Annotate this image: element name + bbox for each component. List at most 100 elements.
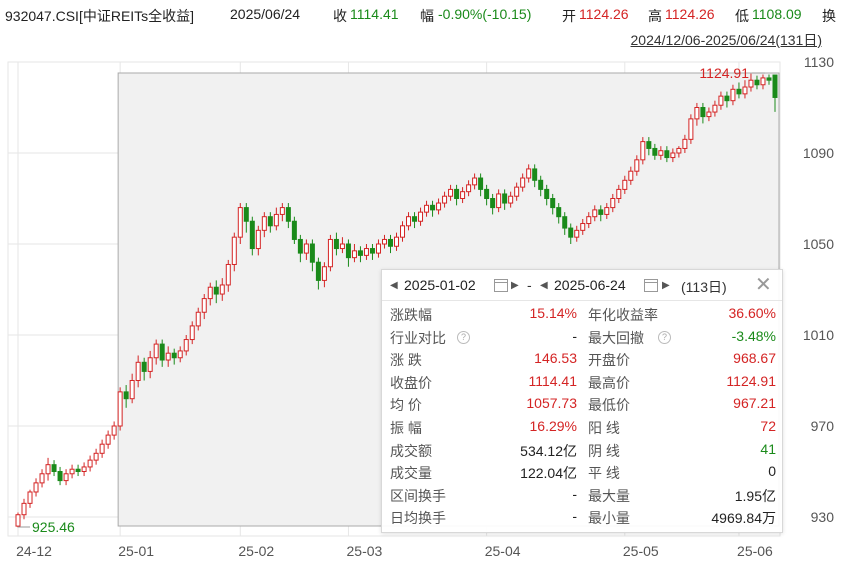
- candle[interactable]: [760, 74, 766, 90]
- candle[interactable]: [15, 512, 21, 528]
- candle[interactable]: [321, 262, 327, 288]
- start-date[interactable]: 2025-01-02: [404, 277, 476, 293]
- candle[interactable]: [171, 348, 177, 365]
- candle[interactable]: [165, 346, 171, 367]
- candle[interactable]: [303, 239, 309, 260]
- candle[interactable]: [676, 146, 682, 158]
- candle[interactable]: [472, 173, 478, 190]
- candle[interactable]: [772, 74, 778, 112]
- candle[interactable]: [544, 184, 550, 206]
- help-icon[interactable]: ?: [457, 330, 470, 344]
- candle[interactable]: [724, 91, 730, 108]
- candle[interactable]: [105, 430, 111, 449]
- candle[interactable]: [279, 203, 285, 222]
- candle[interactable]: [243, 203, 249, 233]
- candle[interactable]: [327, 234, 333, 272]
- candle[interactable]: [369, 244, 375, 260]
- candle[interactable]: [640, 137, 646, 165]
- candle[interactable]: [706, 107, 712, 122]
- candle[interactable]: [381, 234, 387, 249]
- candle[interactable]: [484, 184, 490, 206]
- candle[interactable]: [231, 232, 237, 272]
- candle[interactable]: [141, 357, 147, 381]
- range-label[interactable]: 2024/12/06-2025/06/24(131日): [630, 32, 822, 48]
- candle[interactable]: [448, 184, 454, 201]
- candle[interactable]: [189, 321, 195, 345]
- help-icon[interactable]: ?: [658, 330, 671, 344]
- candle[interactable]: [700, 102, 706, 124]
- candle[interactable]: [273, 207, 279, 231]
- end-next-arrow-icon[interactable]: ▶: [662, 280, 670, 291]
- candle[interactable]: [712, 100, 718, 117]
- candle[interactable]: [694, 102, 700, 126]
- candle[interactable]: [442, 191, 448, 208]
- candle[interactable]: [718, 91, 724, 110]
- candle[interactable]: [646, 137, 652, 156]
- candle[interactable]: [610, 193, 616, 213]
- candle[interactable]: [514, 182, 520, 201]
- candle[interactable]: [261, 212, 267, 238]
- candle[interactable]: [634, 155, 640, 176]
- end-date[interactable]: 2025-06-24: [554, 277, 626, 293]
- candle[interactable]: [195, 307, 201, 331]
- candle[interactable]: [520, 173, 526, 192]
- candle[interactable]: [556, 203, 562, 224]
- candle[interactable]: [63, 469, 69, 486]
- candle[interactable]: [748, 73, 754, 92]
- candle[interactable]: [339, 237, 345, 254]
- candle[interactable]: [454, 184, 460, 206]
- candle[interactable]: [730, 84, 736, 106]
- candle[interactable]: [117, 387, 123, 431]
- candle[interactable]: [69, 464, 75, 479]
- candle[interactable]: [418, 207, 424, 226]
- candle[interactable]: [562, 212, 568, 235]
- candle[interactable]: [658, 146, 664, 160]
- candle[interactable]: [664, 146, 670, 163]
- candle[interactable]: [406, 212, 412, 231]
- candle[interactable]: [51, 460, 57, 477]
- candle[interactable]: [363, 244, 369, 260]
- candle[interactable]: [213, 280, 219, 304]
- candle[interactable]: [652, 143, 658, 160]
- candle[interactable]: [123, 385, 129, 408]
- candle[interactable]: [412, 212, 418, 229]
- candle[interactable]: [237, 203, 243, 244]
- candle[interactable]: [93, 448, 99, 465]
- candle[interactable]: [424, 200, 430, 217]
- candle[interactable]: [604, 203, 610, 219]
- candle[interactable]: [177, 346, 183, 363]
- candle[interactable]: [285, 203, 291, 229]
- candle[interactable]: [508, 191, 514, 208]
- candle[interactable]: [297, 234, 303, 263]
- candle[interactable]: [466, 180, 472, 197]
- candle[interactable]: [315, 257, 321, 290]
- candle[interactable]: [75, 464, 81, 477]
- candle[interactable]: [153, 339, 159, 365]
- candle[interactable]: [81, 462, 87, 477]
- candle[interactable]: [742, 80, 748, 99]
- candle[interactable]: [628, 166, 634, 185]
- candle[interactable]: [219, 278, 225, 301]
- candle[interactable]: [351, 244, 357, 263]
- candle[interactable]: [670, 148, 676, 163]
- candle[interactable]: [436, 198, 442, 215]
- candle[interactable]: [766, 74, 772, 85]
- candle[interactable]: [490, 193, 496, 215]
- candle[interactable]: [309, 239, 315, 272]
- candle[interactable]: [183, 335, 189, 356]
- candle[interactable]: [478, 173, 484, 197]
- candle[interactable]: [496, 189, 502, 213]
- start-prev-arrow-icon[interactable]: ◀: [390, 280, 398, 291]
- candle[interactable]: [111, 421, 117, 440]
- candle[interactable]: [357, 246, 363, 263]
- candle[interactable]: [682, 134, 688, 153]
- candle[interactable]: [622, 175, 628, 194]
- candle[interactable]: [255, 225, 261, 256]
- start-calendar-icon[interactable]: [494, 279, 508, 292]
- candle[interactable]: [225, 259, 231, 292]
- candle[interactable]: [249, 216, 255, 256]
- candle[interactable]: [460, 187, 466, 204]
- candle[interactable]: [592, 205, 598, 222]
- candle[interactable]: [586, 212, 592, 229]
- candle[interactable]: [201, 294, 207, 320]
